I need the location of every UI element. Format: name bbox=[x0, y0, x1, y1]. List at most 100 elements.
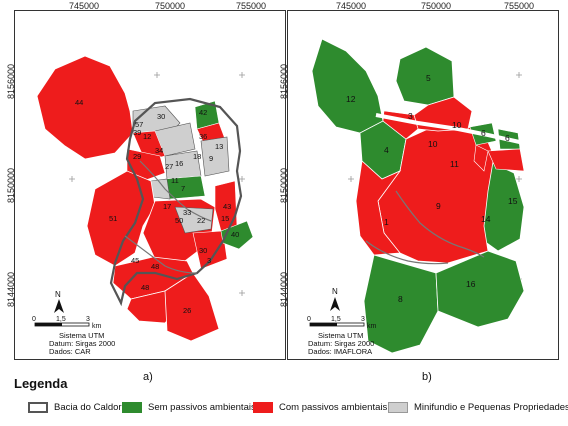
parcel-label: 30 bbox=[199, 246, 207, 255]
map-a-canvas: 44 30 42 36 39 12 57 34 29 27 16 18 13 1… bbox=[32, 55, 254, 356]
legend-swatch bbox=[388, 401, 408, 413]
parcel-label: 12 bbox=[346, 94, 356, 104]
parcel-label: 9 bbox=[436, 201, 441, 211]
legend-label: Minifundio e Pequenas Propriedades bbox=[414, 401, 568, 413]
svg-text:Dados: IMAFLORA: Dados: IMAFLORA bbox=[308, 347, 372, 356]
parcel-label: 39 bbox=[133, 128, 141, 137]
svg-text:Sistema UTM: Sistema UTM bbox=[59, 331, 104, 340]
parcel-label: 5 bbox=[426, 73, 431, 83]
parcel-red bbox=[126, 148, 166, 182]
svg-text:km: km bbox=[367, 323, 377, 330]
parcel-label: 51 bbox=[109, 214, 117, 223]
river-line bbox=[124, 235, 198, 274]
north-arrow-icon: N bbox=[54, 290, 64, 313]
parcel-green bbox=[435, 250, 525, 328]
parcel-label: 11 bbox=[171, 176, 179, 185]
parcel-label: 10 bbox=[428, 139, 438, 149]
legend-swatch bbox=[122, 401, 142, 413]
x-tick-label: 745000 bbox=[336, 1, 367, 11]
parcel-label: 27 bbox=[165, 162, 173, 171]
parcel-red bbox=[36, 55, 134, 160]
river-line bbox=[395, 190, 485, 258]
parcel-red bbox=[192, 230, 228, 270]
legend-label: Com passivos ambientais bbox=[279, 401, 388, 413]
river-line bbox=[365, 240, 449, 265]
parcel-label: 13 bbox=[215, 142, 223, 151]
svg-text:Sistema UTM: Sistema UTM bbox=[318, 331, 363, 340]
parcel-gray bbox=[150, 178, 171, 200]
parcel-red bbox=[487, 148, 525, 172]
parcel-label: 9 bbox=[209, 154, 213, 163]
parcel-label: 22 bbox=[197, 216, 205, 225]
svg-text:Datum: Sirgas 2000: Datum: Sirgas 2000 bbox=[308, 339, 374, 348]
map-panel-b: 745000 750000 755000 8156000 8150000 814… bbox=[279, 1, 559, 383]
parcel-label: 30 bbox=[157, 112, 165, 121]
legend-swatch bbox=[253, 401, 273, 413]
svg-text:N: N bbox=[55, 290, 61, 299]
parcel-label: 33 bbox=[183, 208, 191, 217]
parcel-label: 57 bbox=[135, 120, 143, 129]
svg-text:Datum: Sirgas 2000: Datum: Sirgas 2000 bbox=[49, 339, 115, 348]
parcel-gray bbox=[174, 206, 214, 234]
x-tick-label: 750000 bbox=[155, 1, 186, 11]
north-arrow-icon: N bbox=[330, 287, 340, 311]
parcel-label: 18 bbox=[193, 152, 201, 161]
x-tick-label: 750000 bbox=[421, 1, 452, 11]
svg-text:1,5: 1,5 bbox=[331, 316, 341, 323]
svg-text:3: 3 bbox=[86, 316, 90, 323]
parcel-label: 42 bbox=[199, 108, 207, 117]
parcel-green bbox=[311, 38, 384, 134]
parcel-label: 44 bbox=[75, 98, 83, 107]
legend-label: Bacia do Caldor bbox=[54, 401, 122, 413]
scale-bar: 0 1,5 3 km bbox=[32, 316, 102, 330]
parcel-label: 14 bbox=[481, 214, 491, 224]
parcel-red bbox=[473, 144, 489, 172]
parcel-label: 6 bbox=[505, 133, 510, 143]
svg-text:0: 0 bbox=[32, 316, 36, 323]
parcel-label: 4 bbox=[384, 145, 389, 155]
parcel-label: 40 bbox=[231, 230, 239, 239]
legend-swatch bbox=[28, 401, 48, 413]
parcel-label: 26 bbox=[183, 306, 191, 315]
parcel-label: 45 bbox=[131, 256, 139, 265]
map-b-canvas: 5 12 3 10 6 6 4 10 11 9 15 1 8 16 14 N 0… bbox=[307, 38, 525, 356]
panel-letter: a) bbox=[143, 371, 153, 383]
parcel-label: 15 bbox=[221, 214, 229, 223]
panel-letter: b) bbox=[422, 371, 432, 383]
x-tick-label: 755000 bbox=[236, 1, 267, 11]
x-tick-label: 745000 bbox=[69, 1, 100, 11]
parcel-label: 43 bbox=[223, 202, 231, 211]
road-strip bbox=[375, 113, 525, 145]
parcel-label: 48 bbox=[151, 262, 159, 271]
legend-item-com-passivos: Com passivos ambientais bbox=[253, 400, 387, 414]
legend-item-minifundio: Minifundio e Pequenas Propriedades bbox=[388, 400, 568, 414]
parcel-label: 16 bbox=[466, 279, 476, 289]
scale-bar: 0 1,5 3 km bbox=[307, 316, 377, 330]
x-tick-label: 755000 bbox=[504, 1, 535, 11]
svg-text:1,5: 1,5 bbox=[56, 316, 66, 323]
svg-text:N: N bbox=[332, 287, 338, 296]
parcel-label: 48 bbox=[141, 283, 149, 292]
parcel-label: 10 bbox=[452, 120, 462, 130]
parcel-label: 12 bbox=[143, 132, 151, 141]
parcel-labels: 5 12 3 10 6 6 4 10 11 9 15 1 8 16 14 bbox=[346, 73, 518, 304]
parcel-label: 17 bbox=[163, 202, 171, 211]
legend-label: Sem passivos ambientais bbox=[148, 401, 256, 413]
svg-text:3: 3 bbox=[361, 316, 365, 323]
parcel-gray bbox=[200, 136, 230, 177]
svg-text:Dados: CAR: Dados: CAR bbox=[49, 347, 91, 356]
svg-text:0: 0 bbox=[307, 316, 311, 323]
map-info: Sistema UTM Datum: Sirgas 2000 Dados: CA… bbox=[49, 331, 115, 356]
map-panel-a: 745000 750000 755000 8156000 8150000 814… bbox=[6, 1, 286, 383]
river-line bbox=[139, 160, 212, 222]
watershed-outline bbox=[109, 97, 243, 307]
parcel-label: 36 bbox=[199, 132, 207, 141]
legend-item-bacia: Bacia do Caldor bbox=[28, 400, 122, 414]
parcel-label: 34 bbox=[155, 146, 163, 155]
parcel-label: 7 bbox=[181, 184, 185, 193]
parcel-label: 1 bbox=[384, 217, 389, 227]
parcel-label: 8 bbox=[398, 294, 403, 304]
parcel-label: 15 bbox=[508, 196, 518, 206]
parcel-labels: 44 30 42 36 39 12 57 34 29 27 16 18 13 1… bbox=[75, 98, 239, 315]
parcel-label: 6 bbox=[481, 128, 486, 138]
